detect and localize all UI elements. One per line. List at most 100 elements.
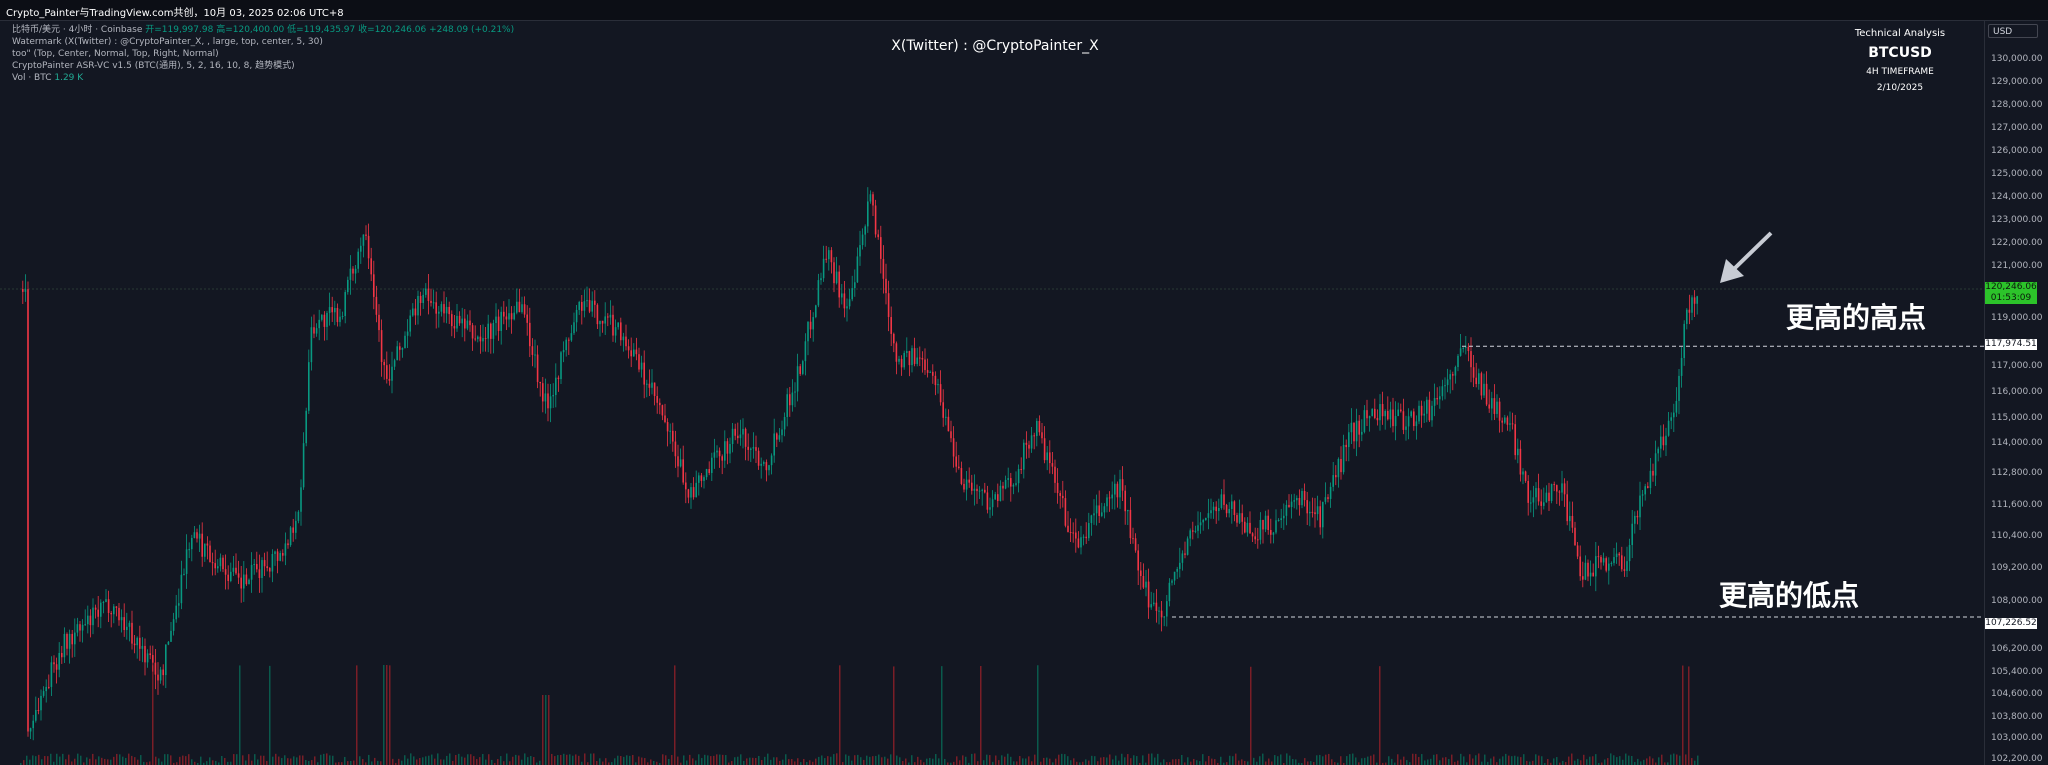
volume-bar [1043, 757, 1045, 765]
currency-button[interactable]: USD [1988, 24, 2038, 38]
candle-body [380, 330, 383, 362]
price-tick: 123,000.00 [1991, 215, 2043, 225]
candle-body [1670, 417, 1672, 421]
legend-volume-label[interactable]: Vol · BTC [12, 73, 52, 83]
legend-high: 高=120,400.00 [216, 25, 285, 35]
candle-body [399, 346, 401, 350]
volume-bar [1628, 755, 1630, 765]
candle-body [1257, 539, 1259, 541]
volume-bar [104, 758, 106, 765]
candle-body [882, 258, 885, 279]
candle-body [1303, 490, 1306, 501]
candle-body [757, 450, 760, 466]
candle-body [1030, 435, 1033, 449]
candle-body [872, 194, 874, 206]
candle-body [529, 322, 531, 347]
candle-body [679, 459, 682, 467]
volume-bar [1352, 753, 1354, 765]
candle-body [453, 326, 456, 329]
candle-body [804, 341, 807, 362]
volume-bar [1136, 756, 1138, 765]
volume-bar [1433, 754, 1435, 765]
candle-body [1345, 444, 1347, 448]
candle-body [1103, 506, 1106, 513]
candle-body [401, 348, 404, 350]
volume-bar [782, 759, 784, 765]
volume-bar [797, 758, 799, 765]
candle-body [638, 354, 640, 370]
candle-body [214, 563, 216, 569]
candle-body [167, 641, 170, 645]
volume-bar [1259, 756, 1261, 765]
volume-bar [569, 754, 571, 765]
candle-body [607, 316, 609, 318]
volume-bar [311, 760, 313, 765]
price-scale[interactable]: 130,000.00 129,000.00 128,000.00 127,000.00… [1984, 21, 2048, 765]
volume-bar [80, 755, 82, 765]
candle-body [976, 488, 978, 492]
volume-bar [575, 754, 577, 765]
candle-body [809, 321, 812, 330]
volume-bar [92, 753, 94, 765]
candle-body [700, 475, 703, 481]
candle-body [1621, 555, 1623, 570]
candle-body [1691, 297, 1693, 313]
volume-bar [395, 762, 397, 765]
volume-bar [983, 760, 985, 765]
volume-bar [1322, 756, 1324, 765]
volume-bar [1013, 761, 1015, 765]
candle-body [695, 482, 697, 498]
candle-body [1392, 409, 1394, 427]
candle-body [859, 245, 861, 257]
candle-body [1457, 355, 1459, 368]
candle-body [1662, 436, 1665, 446]
candle-body [874, 205, 877, 235]
candle-body [61, 652, 63, 658]
candle-body [1368, 415, 1371, 419]
candle-body [1342, 444, 1345, 473]
candle-body [731, 428, 734, 444]
candle-body [243, 574, 245, 589]
candle-body [198, 533, 201, 539]
volume-bar [1490, 758, 1492, 765]
volume-bar [1334, 762, 1336, 765]
candle-body [1641, 494, 1644, 496]
candle-body [248, 579, 250, 585]
volume-bar [1346, 756, 1348, 765]
volume-bar [554, 756, 556, 765]
candle-body [391, 366, 393, 381]
volume-bar [170, 755, 172, 765]
chart-area[interactable] [0, 21, 1984, 765]
candle-body [1613, 557, 1615, 564]
candle-body [1231, 501, 1233, 510]
candle-body [1459, 348, 1462, 356]
candlestick-chart[interactable] [0, 0, 1984, 765]
volume-bar [56, 753, 58, 765]
candle-body [1524, 471, 1527, 481]
volume-bar [470, 754, 472, 765]
candle-body [1160, 610, 1163, 618]
volume-bar [308, 760, 310, 765]
volume-bar [827, 756, 829, 765]
volume-bar [1409, 762, 1411, 765]
candle-body [1025, 442, 1028, 445]
volume-bar [1385, 762, 1387, 765]
volume-bar [638, 756, 640, 765]
legend-indicator-watermark[interactable]: Watermark (X(Twitter) : @CryptoPainter_X… [12, 37, 323, 47]
candle-body [1004, 479, 1007, 489]
legend-indicator-asr[interactable]: CryptoPainter ASR-VC v1.5 (BTC(通用), 5, 2… [12, 61, 295, 71]
candle-body [989, 507, 991, 510]
candle-body [924, 359, 926, 371]
price-tick: 103,800.00 [1991, 712, 2043, 722]
candle-body [765, 462, 768, 471]
volume-bar [1697, 755, 1699, 765]
candle-body [1238, 513, 1241, 523]
legend-symbol[interactable]: 比特币/美元 · 4小时 · Coinbase [12, 25, 143, 35]
volume-bar [455, 755, 457, 765]
legend-indicator-too[interactable]: too" (Top, Center, Normal, Top, Right, N… [12, 49, 219, 59]
candle-body [419, 295, 422, 304]
candle-body [1678, 375, 1680, 401]
volume-bar [1343, 762, 1345, 765]
candle-body [651, 382, 653, 388]
candle-body [1444, 385, 1446, 387]
